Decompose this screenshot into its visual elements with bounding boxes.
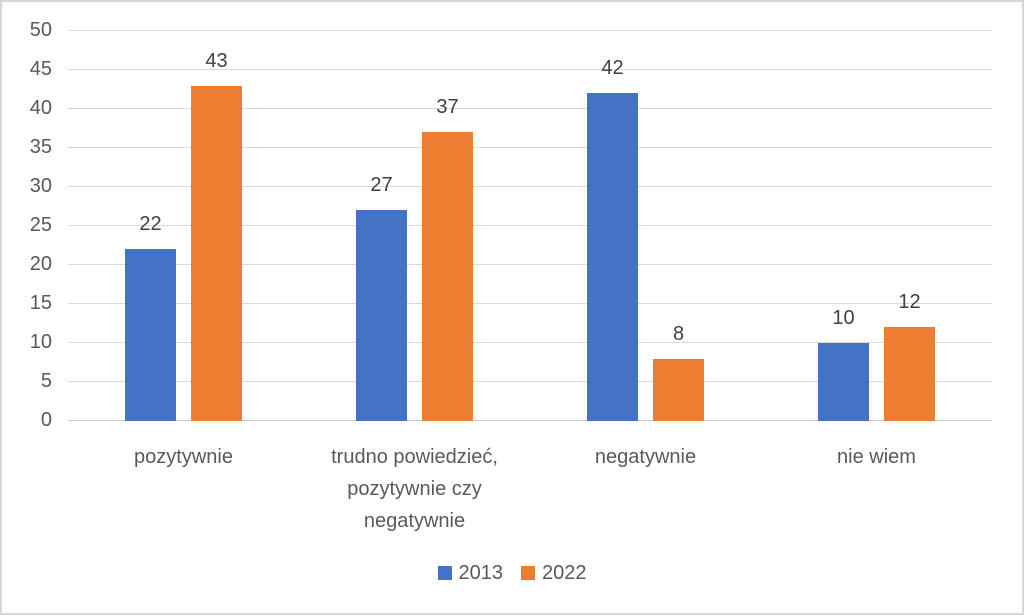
value-label: 22 [139, 213, 162, 236]
legend-label: 2022 [542, 562, 587, 584]
bar-2022-4 [884, 327, 935, 421]
bar-2022-1 [191, 85, 242, 421]
legend-swatch-icon [521, 566, 535, 580]
y-tick-label: 5 [40, 370, 52, 392]
y-tick-label: 40 [29, 97, 52, 119]
y-tick-label: 20 [29, 253, 52, 275]
y-tick-label: 15 [29, 292, 52, 314]
gridline [68, 381, 992, 382]
y-tick-label: 25 [29, 214, 52, 236]
legend-item-2013: 2013 [437, 562, 504, 584]
y-tick-label: 35 [29, 136, 52, 158]
bar-2013-1 [125, 249, 176, 421]
bar-2022-3 [653, 358, 704, 421]
bar-2022-2 [422, 132, 473, 421]
gridline [68, 69, 992, 70]
gridline [68, 342, 992, 343]
legend: 2013 2022 [2, 562, 1022, 584]
value-label: 8 [672, 322, 685, 345]
value-label: 42 [601, 57, 624, 80]
gridline [68, 303, 992, 304]
y-tick-label: 45 [29, 58, 52, 80]
gridline [68, 186, 992, 187]
category-label: nie wiem [837, 446, 916, 468]
value-label: 12 [898, 291, 921, 314]
legend-swatch-icon [437, 566, 452, 580]
gridline [68, 225, 992, 226]
value-label: 27 [370, 174, 393, 197]
bar-2013-4 [818, 343, 869, 421]
y-tick-label: 10 [29, 331, 52, 353]
y-tick-label: 0 [40, 409, 52, 431]
gridline [68, 147, 992, 148]
gridline [68, 264, 992, 265]
gridline [68, 30, 992, 31]
y-tick-label: 30 [29, 175, 52, 197]
category-label: trudno powiedzieć, pozytywnie czy negaty… [331, 446, 498, 532]
value-label: 37 [436, 96, 459, 119]
x-axis-line [68, 420, 992, 421]
value-label: 10 [832, 307, 855, 329]
bar-2013-3 [587, 93, 638, 421]
category-label: negatywnie [594, 446, 697, 468]
category-label: pozytywnie [134, 446, 233, 468]
bar-2013-2 [356, 210, 407, 421]
legend-label: 2013 [458, 562, 504, 584]
legend-item-2022: 2022 [521, 562, 587, 584]
value-label: 43 [205, 49, 228, 72]
gridline [68, 108, 992, 109]
y-tick-label: 50 [29, 19, 52, 41]
